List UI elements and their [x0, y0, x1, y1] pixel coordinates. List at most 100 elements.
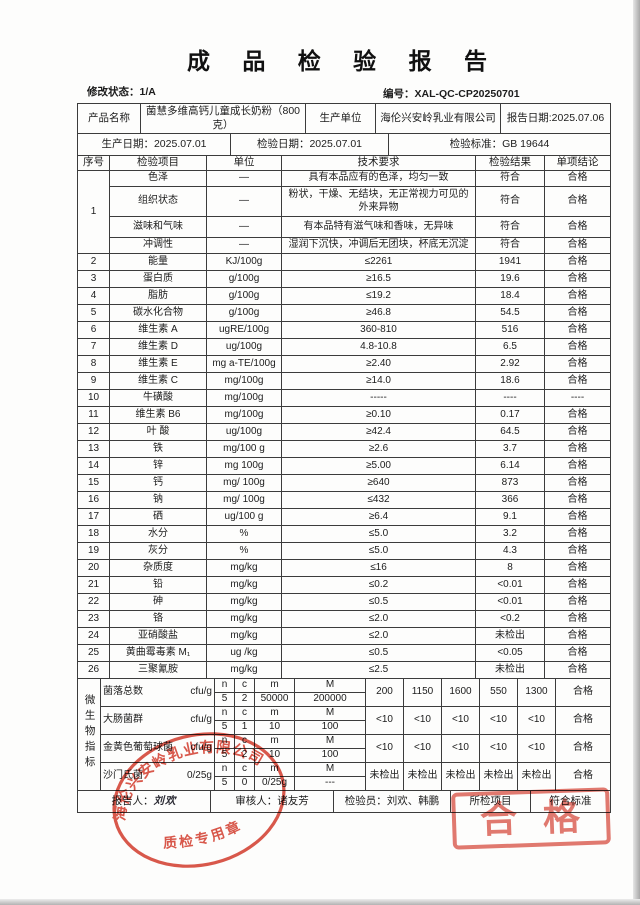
item-requirement: ≤2.0	[281, 627, 476, 645]
production-date-value: 2025.07.01	[153, 137, 207, 150]
doc-number-label: 编号：	[383, 88, 415, 100]
report-date-label: 报告日期:	[506, 111, 552, 124]
item-conclusion: 合格	[544, 338, 611, 356]
item-conclusion: 合格	[544, 525, 611, 543]
producer-label: 生产单位	[305, 103, 376, 134]
micro-plan-header: n	[214, 678, 235, 693]
standard-value: GB 19644	[502, 137, 550, 150]
table-row: 18 水分% ≤5.0 3.2 合格	[77, 525, 611, 543]
item-requirement: ≥14.0	[281, 372, 476, 390]
item-requirement: 湿润下沉快，冲调后无团块，杯底无沉淀	[281, 237, 476, 254]
micro-result: <10	[479, 734, 518, 763]
row-number: 19	[77, 542, 110, 560]
item-name: 维生素 B6	[109, 406, 207, 424]
item-name: 钙	[109, 474, 207, 492]
item-result: 1941	[475, 253, 545, 271]
micro-plan-value: 200000	[294, 692, 366, 707]
row-number: 17	[77, 508, 110, 526]
row-number: 11	[77, 406, 110, 424]
row-number: 14	[77, 457, 110, 475]
item-requirement: ≥42.4	[281, 423, 476, 441]
report-sheet: 成 品 检 验 报 告 修改状态：1/A 编号：XAL-QC-CP2025070…	[77, 0, 611, 813]
item-unit: mg/kg	[206, 661, 282, 679]
row-number: 4	[77, 287, 110, 305]
item-requirement: ≥2.40	[281, 355, 476, 373]
doc-number-value: XAL-QC-CP20250701	[414, 88, 520, 100]
micro-plan-header: M	[294, 734, 366, 749]
item-requirement: 有本品特有滋气味和香味，无异味	[281, 216, 476, 238]
row-number: 7	[77, 338, 110, 356]
item-name: 蛋白质	[109, 270, 207, 288]
item-result: 19.6	[475, 270, 545, 288]
report-date: 报告日期:2025.07.06	[500, 103, 611, 134]
signature-row: 报告人：刘欢 审核人：诸友芳 检验员：刘欢、韩鹏 所检项目 符合标准	[77, 790, 611, 813]
micro-result: 1600	[441, 678, 480, 707]
table-row: 1 色泽 — 具有本品应有的色泽，均匀一致 符合 合格	[77, 170, 611, 254]
item-result: 未检出	[475, 627, 545, 645]
product-info-table: 产品名称 菌慧多维高钙儿童成长奶粉（800克） 生产单位 海伦兴安岭乳业有限公司…	[77, 103, 611, 134]
item-name: 色泽	[109, 170, 207, 187]
item-conclusion: 合格	[544, 508, 611, 526]
micro-plan-value: 0/25g	[254, 776, 295, 791]
row-number: 10	[77, 389, 110, 407]
item-conclusion: 合格	[544, 644, 611, 662]
table-row: 21 铅 mg/kg ≤0.2 <0.01 合格	[77, 576, 611, 594]
micro-conclusion: 合格	[555, 678, 611, 707]
table-row: 19 灰分% ≤5.0 4.3 合格	[77, 542, 611, 560]
item-conclusion: 合格	[544, 661, 611, 679]
item-name: 灰分	[109, 542, 207, 560]
item-name: 组织状态	[109, 186, 207, 217]
item-unit: ugRE/100g	[206, 321, 282, 339]
micro-item-name: 沙门氏菌	[103, 770, 143, 782]
col-header-unit: 单位	[206, 155, 282, 171]
row-number: 25	[77, 644, 110, 662]
row-number: 20	[77, 559, 110, 577]
micro-result: 550	[479, 678, 518, 707]
item-requirement: ≤0.5	[281, 593, 476, 611]
micro-item-unit: 0/25g	[186, 770, 212, 782]
item-name: 滋味和气味	[109, 216, 207, 238]
item-result: 3.7	[475, 440, 545, 458]
micro-result: <10	[365, 734, 404, 763]
item-result: 8	[475, 559, 545, 577]
table-row: 16 钠 mg/ 100g ≤432 366 合格	[77, 491, 611, 509]
item-result: 64.5	[475, 423, 545, 441]
item-result: 未检出	[475, 661, 545, 679]
row-number: 12	[77, 423, 110, 441]
item-name: 能量	[109, 253, 207, 271]
standard-label: 检验标准：	[449, 137, 503, 150]
item-name: 维生素 C	[109, 372, 207, 390]
item-conclusion: 合格	[544, 627, 611, 645]
item-requirement: 4.8-10.8	[281, 338, 476, 356]
item-name: 维生素 D	[109, 338, 207, 356]
item-unit: mg/kg	[206, 559, 282, 577]
item-unit: —	[206, 170, 282, 187]
item-unit: mg/kg	[206, 627, 282, 645]
micro-conclusion: 合格	[555, 706, 611, 735]
reporter-signature: 刘欢	[153, 794, 177, 807]
item-requirement: ≤2.5	[281, 661, 476, 679]
micro-result: 未检出	[479, 762, 518, 791]
row-number: 16	[77, 491, 110, 509]
micro-plan-value: ---	[294, 776, 366, 791]
micro-result: <10	[403, 734, 442, 763]
table-row: 15 钙 mg/ 100g ≥640 873 合格	[77, 474, 611, 492]
item-result: 3.2	[475, 525, 545, 543]
micro-plan-header: m	[254, 734, 295, 749]
item-result: 18.4	[475, 287, 545, 305]
seal-caption-text: 质检专用章	[160, 815, 246, 856]
item-requirement: ≤0.5	[281, 644, 476, 662]
table-row: 24 亚硝酸盐 mg/kg ≤2.0 未检出 合格	[77, 627, 611, 645]
item-result: 2.92	[475, 355, 545, 373]
checked-items-label: 所检项目	[450, 790, 531, 813]
item-conclusion: 合格	[544, 170, 611, 187]
row-number: 3	[77, 270, 110, 288]
row-number: 6	[77, 321, 110, 339]
item-unit: mg a-TE/100g	[206, 355, 282, 373]
item-conclusion: 合格	[544, 253, 611, 271]
item-conclusion: 合格	[544, 355, 611, 373]
micro-plan-header: M	[294, 706, 366, 721]
row-number: 5	[77, 304, 110, 322]
table-row: 11 维生素 B6 mg/100g ≥0.10 0.17 合格	[77, 406, 611, 424]
